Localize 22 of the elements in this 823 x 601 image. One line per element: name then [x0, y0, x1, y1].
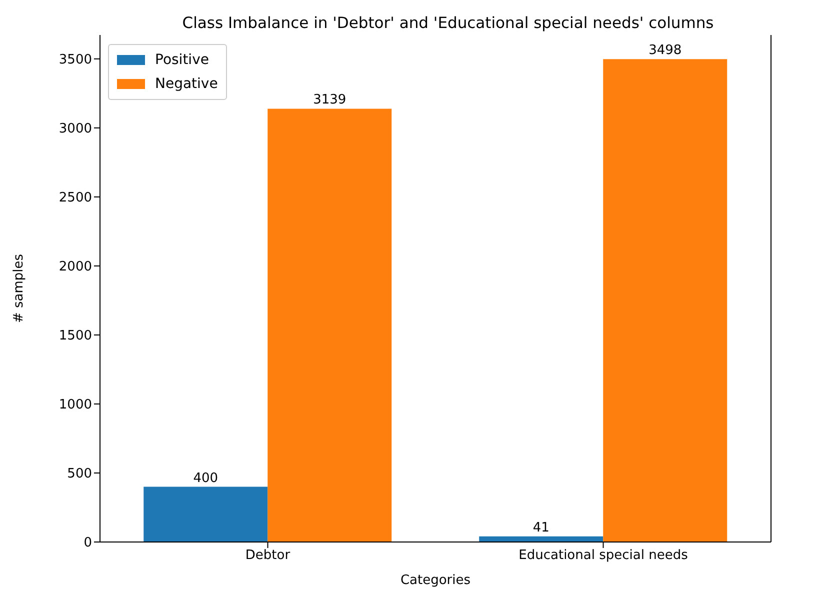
y-tick-label: 1500 — [58, 328, 92, 344]
y-tick-label: 2500 — [58, 190, 92, 206]
x-tick-label: Debtor — [245, 548, 291, 564]
legend-label: Positive — [155, 52, 209, 68]
chart-title: Class Imbalance in 'Debtor' and 'Educational special needs' columns — [181, 14, 715, 32]
y-axis-title: # samples — [12, 254, 27, 324]
y-tick-label: 500 — [67, 466, 92, 482]
x-tick-label: Educational special needs — [518, 548, 688, 564]
y-tick-label: 2000 — [58, 260, 92, 275]
legend-label: Negative — [155, 76, 218, 92]
y-tick-label: 3500 — [58, 52, 92, 68]
y-tick-label: 0 — [84, 536, 92, 551]
y-tick-label: 3000 — [58, 122, 92, 137]
data-label: 3139 — [313, 92, 346, 108]
bar — [603, 59, 728, 542]
data-label: 400 — [193, 470, 218, 486]
x-axis-title: Categories — [400, 573, 471, 588]
data-label: 41 — [532, 520, 550, 536]
bar — [268, 108, 392, 542]
y-tick-label: 1000 — [58, 398, 92, 413]
bar — [144, 486, 268, 542]
data-label: 3498 — [648, 43, 682, 58]
